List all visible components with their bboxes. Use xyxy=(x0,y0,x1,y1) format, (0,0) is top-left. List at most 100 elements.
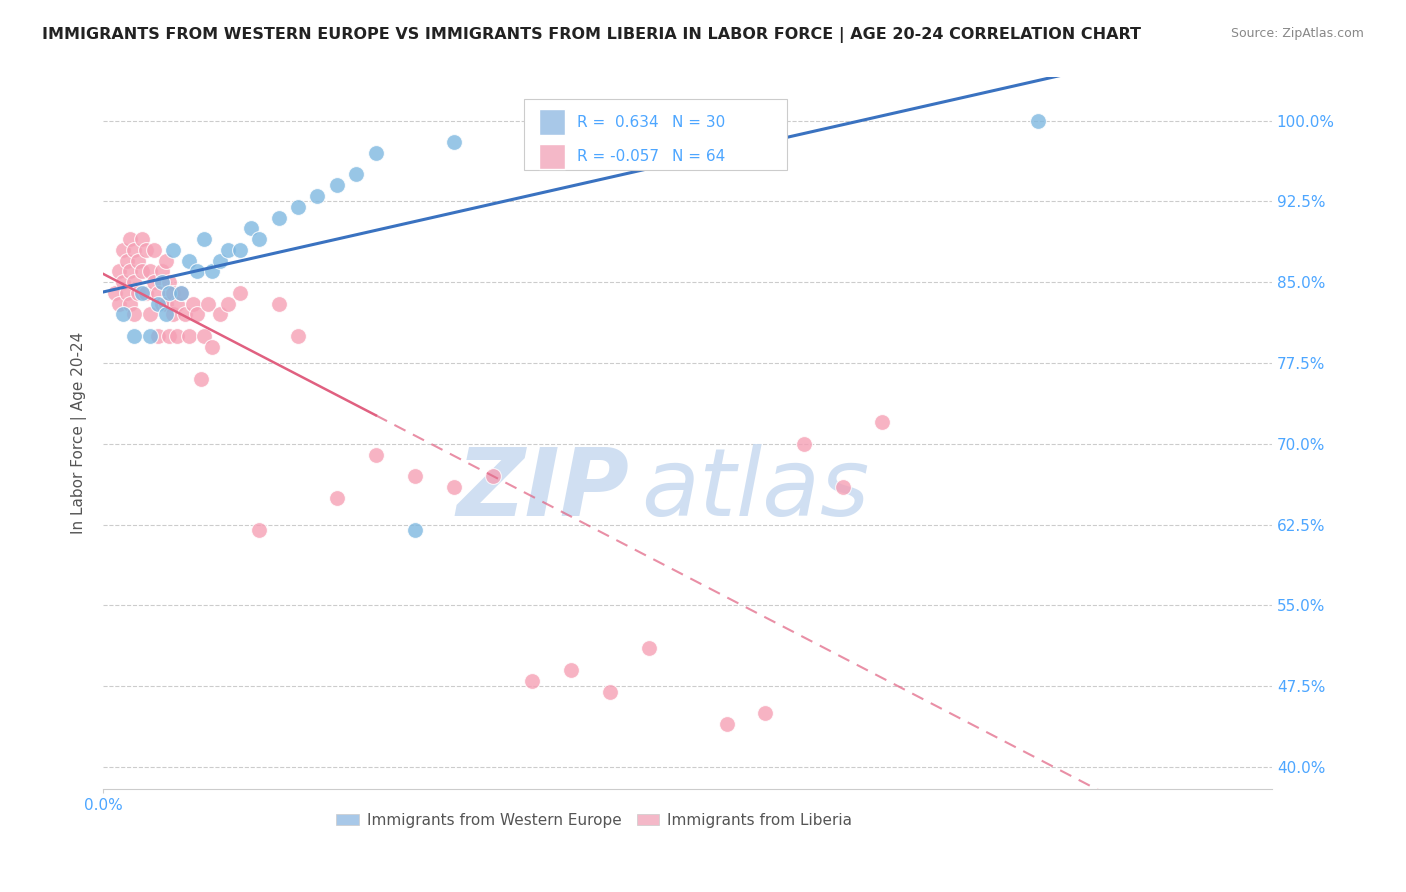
FancyBboxPatch shape xyxy=(538,144,565,169)
Point xyxy=(287,329,309,343)
Point xyxy=(247,523,270,537)
Point xyxy=(364,145,387,160)
Point xyxy=(240,221,263,235)
Point xyxy=(111,275,134,289)
Point xyxy=(155,296,177,310)
Point xyxy=(111,243,134,257)
Point xyxy=(115,285,138,300)
Point xyxy=(201,264,224,278)
Point xyxy=(177,329,200,343)
Point xyxy=(637,641,659,656)
Point xyxy=(142,275,165,289)
Point xyxy=(197,296,219,310)
Point xyxy=(326,178,349,193)
Point xyxy=(120,264,142,278)
Point xyxy=(1026,113,1049,128)
Point xyxy=(111,308,134,322)
Point xyxy=(124,329,146,343)
Point xyxy=(107,296,129,310)
Point xyxy=(162,243,184,257)
Point xyxy=(201,340,224,354)
Point xyxy=(193,329,215,343)
Point xyxy=(135,243,157,257)
FancyBboxPatch shape xyxy=(524,99,787,169)
Point xyxy=(166,329,188,343)
Point xyxy=(209,253,232,268)
Point xyxy=(186,264,208,278)
Point xyxy=(146,329,169,343)
Point xyxy=(346,168,368,182)
Text: N = 64: N = 64 xyxy=(672,149,725,164)
Point xyxy=(404,469,426,483)
Point xyxy=(127,253,149,268)
Point xyxy=(131,264,153,278)
Point xyxy=(267,211,290,225)
Point xyxy=(150,296,173,310)
Point xyxy=(443,135,465,149)
Point xyxy=(247,232,270,246)
Point xyxy=(135,285,157,300)
Point xyxy=(170,285,193,300)
Point xyxy=(181,296,204,310)
Point xyxy=(267,296,290,310)
Point xyxy=(159,285,181,300)
Point xyxy=(174,308,197,322)
Point xyxy=(754,706,776,720)
Point xyxy=(162,285,184,300)
Point xyxy=(520,145,543,160)
Point xyxy=(150,264,173,278)
Point xyxy=(150,275,173,289)
Point xyxy=(131,232,153,246)
Point xyxy=(481,469,503,483)
Legend: Immigrants from Western Europe, Immigrants from Liberia: Immigrants from Western Europe, Immigran… xyxy=(330,807,858,834)
Point xyxy=(115,253,138,268)
Point xyxy=(209,308,232,322)
Point xyxy=(155,253,177,268)
Point xyxy=(170,285,193,300)
Point xyxy=(159,275,181,289)
Point xyxy=(124,308,146,322)
Point xyxy=(142,243,165,257)
Point xyxy=(287,200,309,214)
Point xyxy=(104,285,127,300)
Point xyxy=(146,285,169,300)
Point xyxy=(217,243,239,257)
Point xyxy=(404,523,426,537)
Point xyxy=(131,285,153,300)
Point xyxy=(560,663,582,677)
Text: ZIP: ZIP xyxy=(456,444,628,536)
Point xyxy=(146,296,169,310)
FancyBboxPatch shape xyxy=(538,110,565,135)
Point xyxy=(120,232,142,246)
Point xyxy=(124,275,146,289)
Text: R =  0.634: R = 0.634 xyxy=(576,115,658,129)
Point xyxy=(716,717,738,731)
Point xyxy=(139,264,162,278)
Point xyxy=(162,308,184,322)
Point xyxy=(124,243,146,257)
Point xyxy=(159,329,181,343)
Point xyxy=(520,673,543,688)
Point xyxy=(139,308,162,322)
Point xyxy=(186,308,208,322)
Point xyxy=(228,285,250,300)
Point xyxy=(193,232,215,246)
Point xyxy=(177,253,200,268)
Point xyxy=(127,285,149,300)
Point xyxy=(190,372,212,386)
Point xyxy=(716,124,738,138)
Point xyxy=(443,480,465,494)
Point xyxy=(326,491,349,505)
Point xyxy=(139,329,162,343)
Point xyxy=(307,189,329,203)
Point xyxy=(155,308,177,322)
Point xyxy=(793,436,815,450)
Point xyxy=(228,243,250,257)
Y-axis label: In Labor Force | Age 20-24: In Labor Force | Age 20-24 xyxy=(72,332,87,534)
Point xyxy=(120,296,142,310)
Point xyxy=(832,480,855,494)
Text: atlas: atlas xyxy=(641,444,869,535)
Point xyxy=(599,684,621,698)
Point xyxy=(166,296,188,310)
Text: R = -0.057: R = -0.057 xyxy=(576,149,658,164)
